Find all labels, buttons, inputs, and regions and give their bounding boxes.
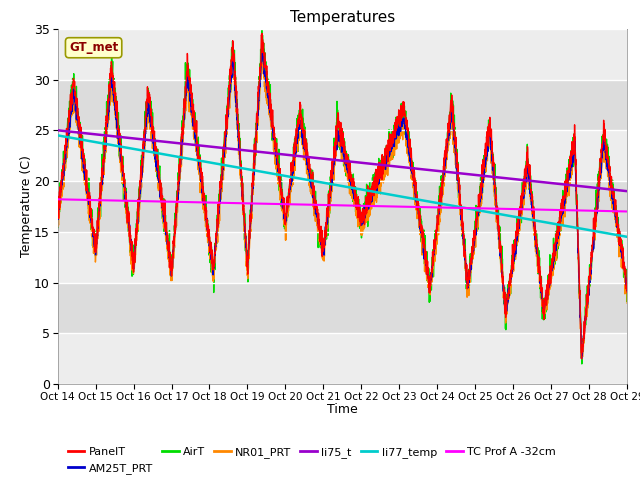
Text: GT_met: GT_met [69, 41, 118, 54]
Bar [58, 130, 627, 181]
X-axis label: Time: Time [327, 403, 358, 416]
Y-axis label: Temperature (C): Temperature (C) [20, 156, 33, 257]
Bar [58, 29, 627, 80]
Legend: PanelT, AM25T_PRT, AirT, NR01_PRT, li75_t, li77_temp, TC Prof A -32cm: PanelT, AM25T_PRT, AirT, NR01_PRT, li75_… [63, 443, 560, 478]
Bar [58, 232, 627, 283]
Bar [58, 333, 627, 384]
Title: Temperatures: Temperatures [290, 10, 395, 25]
